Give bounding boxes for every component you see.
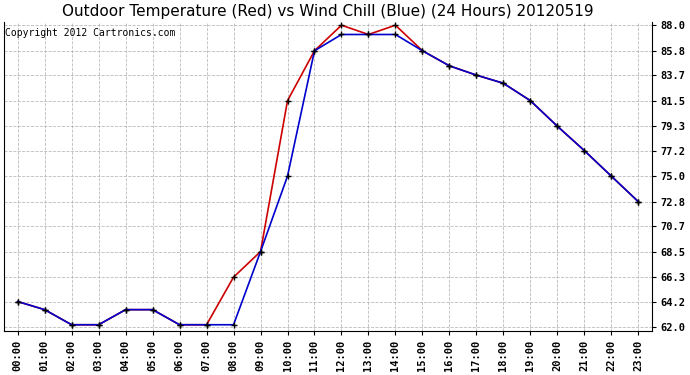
Title: Outdoor Temperature (Red) vs Wind Chill (Blue) (24 Hours) 20120519: Outdoor Temperature (Red) vs Wind Chill … — [62, 4, 594, 19]
Text: Copyright 2012 Cartronics.com: Copyright 2012 Cartronics.com — [6, 28, 176, 38]
